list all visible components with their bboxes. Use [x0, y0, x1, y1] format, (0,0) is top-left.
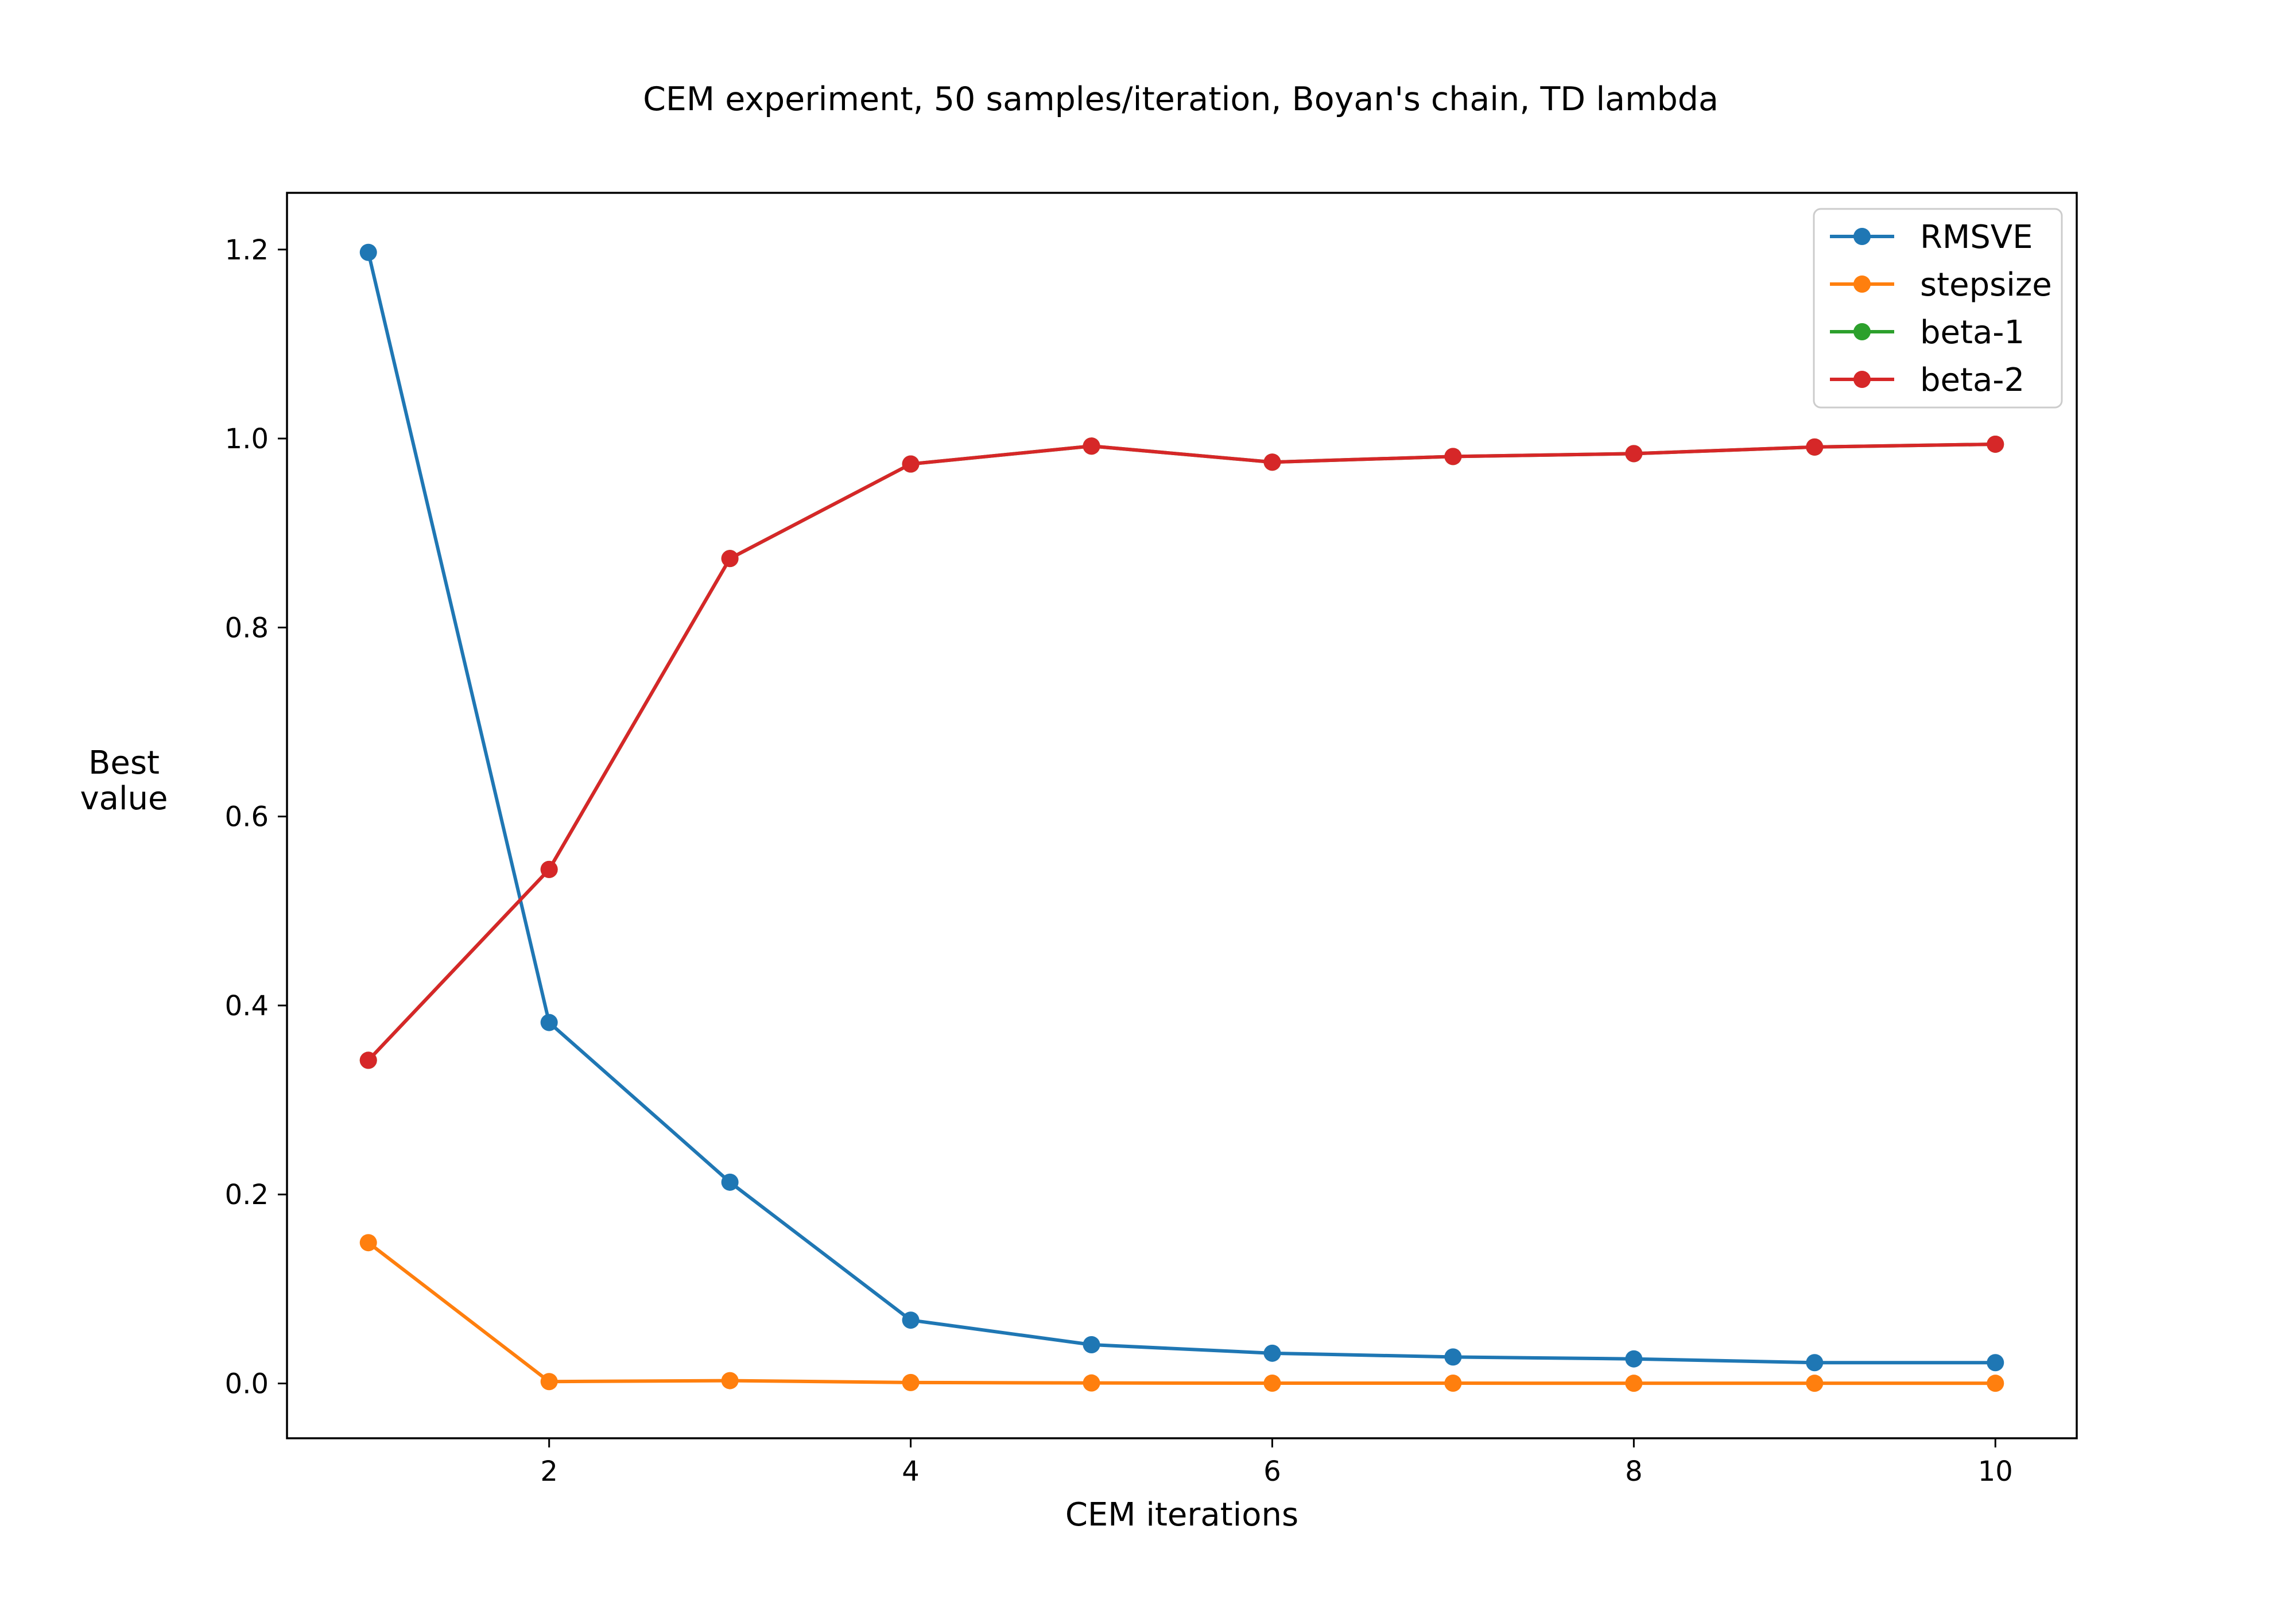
data-point-rmsve [721, 1173, 739, 1191]
legend-marker-beta-2 [1853, 371, 1871, 388]
x-tick-label: 10 [1978, 1455, 2013, 1488]
data-point-stepsize [1987, 1375, 2004, 1392]
data-point-stepsize [1806, 1375, 1824, 1392]
data-point-beta-2 [1987, 435, 2004, 453]
data-point-stepsize [540, 1373, 558, 1391]
data-point-stepsize [902, 1373, 920, 1391]
x-tick-label: 2 [540, 1455, 558, 1488]
y-axis-title-line-2: value [80, 780, 168, 817]
legend-marker-stepsize [1853, 275, 1871, 293]
legend: RMSVE stepsize beta-1 beta-2 [1813, 208, 2063, 409]
y-tick-label: 0.6 [225, 801, 269, 833]
data-point-stepsize [721, 1372, 739, 1389]
y-tick-label: 1.2 [225, 234, 269, 266]
x-tick-label: 6 [1263, 1455, 1281, 1488]
data-point-rmsve [359, 243, 377, 261]
data-point-beta-2 [1625, 445, 1643, 463]
y-axis: 0.0 0.2 0.4 0.6 0.8 1.0 1.2 [225, 234, 287, 1400]
data-point-rmsve [1083, 1336, 1100, 1354]
data-point-beta-2 [1444, 448, 1462, 465]
legend-label-rmsve: RMSVE [1920, 219, 2033, 256]
data-point-beta-2 [1083, 437, 1100, 455]
data-point-beta-2 [359, 1051, 377, 1069]
data-point-beta-2 [1806, 438, 1824, 456]
data-point-rmsve [1806, 1354, 1824, 1372]
data-point-stepsize [359, 1234, 377, 1252]
x-tick-label: 4 [902, 1455, 920, 1488]
y-tick-label: 0.4 [225, 990, 269, 1022]
legend-label-beta-2: beta-2 [1920, 362, 2024, 399]
y-tick-label: 0.8 [225, 612, 269, 644]
legend-item-rmsve: RMSVE [1830, 219, 2033, 256]
data-point-stepsize [1083, 1374, 1100, 1392]
series-beta-2 [359, 435, 2004, 1069]
series-rmsve [359, 243, 2004, 1372]
plot-area [286, 192, 2078, 1439]
data-point-rmsve [1987, 1354, 2004, 1372]
legend-item-beta-2: beta-2 [1830, 362, 2024, 399]
data-point-rmsve [902, 1311, 920, 1329]
series-line-stepsize [367, 1241, 1996, 1385]
legend-frame [1813, 208, 2063, 409]
data-point-beta-2 [1263, 453, 1281, 471]
data-point-stepsize [1625, 1375, 1643, 1392]
data-point-rmsve [1263, 1344, 1281, 1362]
axes-frame [286, 192, 2078, 1439]
y-tick-label: 1.0 [225, 423, 269, 455]
data-point-stepsize [1444, 1375, 1462, 1392]
legend-label-beta-1: beta-1 [1920, 314, 2024, 351]
data-point-rmsve [1625, 1350, 1643, 1368]
legend-label-stepsize: stepsize [1920, 266, 2052, 304]
data-point-rmsve [1444, 1348, 1462, 1366]
data-point-beta-2 [902, 455, 920, 473]
legend-item-stepsize: stepsize [1830, 266, 2052, 304]
x-tick-label: 8 [1625, 1455, 1643, 1488]
series-stepsize [359, 1234, 2004, 1392]
y-axis-title-line-1: Best [88, 744, 160, 782]
legend-items: RMSVE stepsize beta-1 beta-2 [1830, 219, 2052, 399]
legend-item-beta-1: beta-1 [1830, 314, 2024, 351]
series-line-beta-2 [367, 442, 1996, 1062]
y-tick-label: 0.0 [225, 1368, 269, 1400]
chart-title: CEM experiment, 50 samples/iteration, Bo… [643, 80, 1719, 118]
x-axis: 2 4 6 8 10 [540, 1438, 2013, 1488]
data-point-rmsve [540, 1014, 558, 1031]
x-axis-title: CEM iterations [1065, 1496, 1298, 1534]
series-line-rmsve [366, 252, 1996, 1365]
legend-marker-beta-1 [1853, 323, 1871, 340]
data-point-stepsize [1263, 1375, 1281, 1392]
series-layer [359, 243, 2004, 1392]
y-tick-label: 0.2 [225, 1179, 269, 1211]
data-point-beta-2 [540, 860, 558, 878]
legend-marker-rmsve [1853, 228, 1871, 245]
data-point-beta-2 [721, 550, 739, 568]
